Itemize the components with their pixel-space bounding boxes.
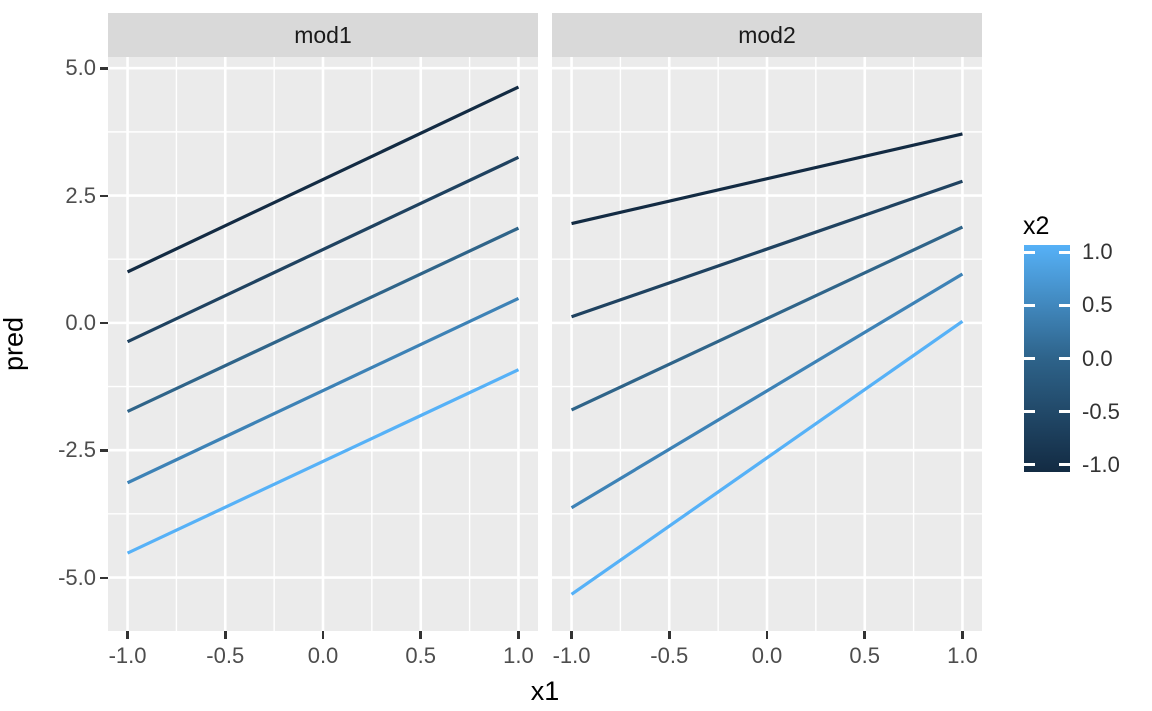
x-tick-mark — [517, 631, 520, 639]
legend-tick-label: 0.0 — [1082, 345, 1113, 371]
legend-tick-mark — [1024, 357, 1035, 360]
legend-tick-mark — [1024, 250, 1035, 254]
x-tick-mark — [570, 631, 573, 639]
x-tick-label: 0.5 — [405, 643, 437, 668]
legend-tick-mark — [1059, 463, 1070, 467]
x-tick-mark — [321, 631, 325, 639]
x-tick-label: 1.0 — [947, 643, 978, 668]
y-tick-mark — [100, 321, 108, 325]
facet-strip-label: mod2 — [738, 21, 796, 48]
x-tick-label: -0.5 — [206, 643, 245, 668]
x-tick-mark — [863, 631, 866, 639]
y-tick-label: -2.5 — [58, 437, 96, 463]
x-tick-label: 0.5 — [849, 643, 881, 668]
series-line — [126, 296, 520, 485]
plot-panel-mod2 — [552, 57, 982, 631]
series-line — [570, 320, 964, 596]
legend-tick-mark — [1059, 410, 1070, 414]
legend-tick-label: -1.0 — [1082, 451, 1120, 477]
y-axis-title: pred — [0, 316, 29, 372]
y-tick-mark — [100, 67, 108, 70]
x-tick-label: 1.0 — [503, 643, 534, 668]
x-tick-label: -1.0 — [552, 643, 591, 668]
facet-strip-mod1: mod1 — [108, 13, 538, 57]
series-line — [126, 85, 520, 274]
legend-tick-label: 0.5 — [1082, 292, 1113, 318]
y-tick-mark — [100, 576, 108, 580]
x-tick-label: 0.0 — [751, 643, 783, 668]
x-tick-label: -1.0 — [108, 643, 147, 668]
plot-panel-mod1 — [108, 57, 538, 631]
series-line — [126, 226, 520, 413]
x-tick-mark — [224, 631, 227, 639]
x-tick-mark — [668, 631, 671, 639]
x-tick-mark — [126, 631, 129, 639]
y-tick-mark — [100, 449, 108, 452]
legend-tick-label: -0.5 — [1082, 398, 1120, 424]
x-tick-label: 0.0 — [307, 643, 339, 668]
legend-tick-mark — [1024, 463, 1035, 467]
x-tick-label: -0.5 — [650, 643, 689, 668]
facet-strip-label: mod1 — [294, 21, 352, 48]
legend-title: x2 — [1023, 212, 1050, 240]
y-tick-label: 0.0 — [65, 309, 96, 335]
x-tick-mark — [961, 631, 964, 639]
y-tick-label: -5.0 — [58, 564, 96, 590]
legend-tick-mark — [1059, 303, 1070, 307]
series-line — [570, 225, 964, 412]
y-tick-label: 2.5 — [65, 182, 96, 208]
legend-tick-mark — [1024, 303, 1035, 307]
facet-strip-mod2: mod2 — [552, 13, 982, 57]
legend-tick-mark — [1059, 357, 1070, 360]
legend-tick-mark — [1059, 250, 1070, 254]
y-tick-mark — [100, 194, 108, 198]
series-line — [126, 155, 520, 344]
y-tick-label: 5.0 — [65, 55, 96, 81]
series-line — [571, 132, 963, 226]
legend-tick-mark — [1024, 410, 1035, 414]
series-line — [571, 179, 963, 319]
series-line — [126, 368, 520, 555]
series-line — [570, 272, 964, 510]
legend-tick-label: 1.0 — [1082, 239, 1113, 265]
x-axis-title: x1 — [530, 676, 560, 706]
x-tick-mark — [419, 631, 422, 639]
x-tick-mark — [765, 631, 769, 639]
